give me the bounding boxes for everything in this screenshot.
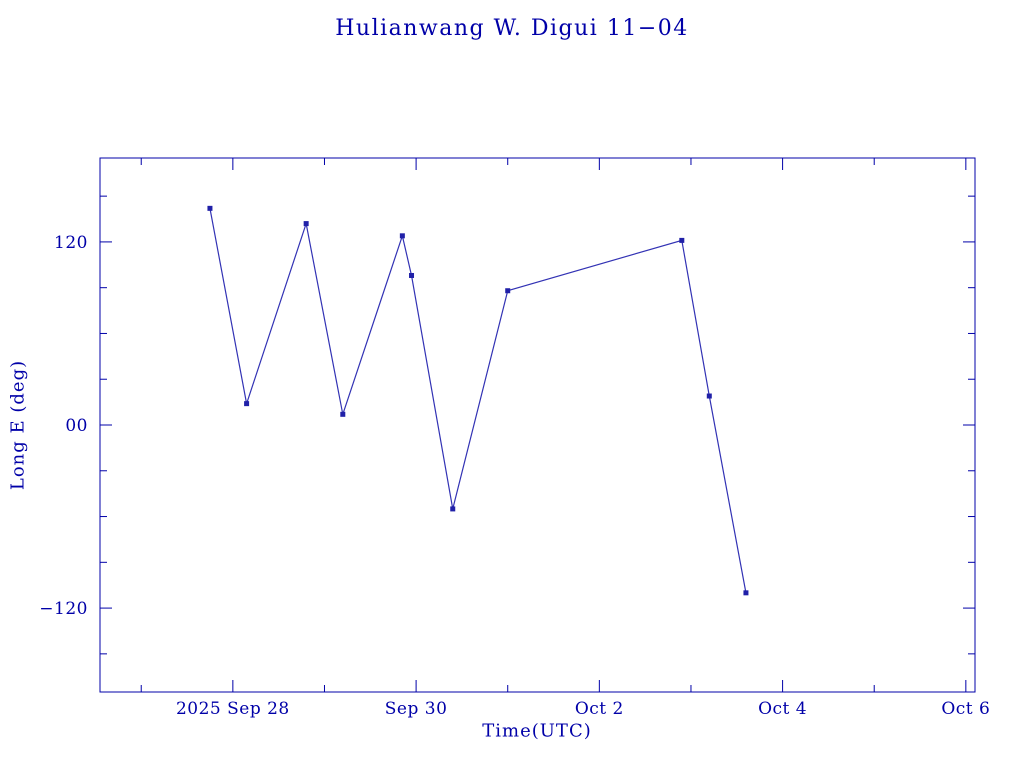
x-tick-label: Oct 2	[575, 699, 624, 719]
data-point	[399, 233, 405, 239]
data-point	[450, 506, 456, 512]
x-tick-label: 2025 Sep 28	[176, 699, 290, 719]
chart-title: Hulianwang W. Digui 11−04	[335, 16, 689, 41]
data-point	[244, 401, 250, 407]
data-point	[207, 205, 213, 211]
y-tick-label: 00	[65, 416, 88, 436]
x-tick-label: Sep 30	[385, 699, 448, 719]
data-point	[409, 272, 415, 278]
data-point	[743, 590, 749, 596]
data-point	[706, 393, 712, 399]
y-tick-label: 120	[54, 233, 88, 253]
x-axis-label: Time(UTC)	[482, 720, 592, 742]
y-tick-label: −120	[39, 599, 88, 619]
data-point	[505, 288, 511, 294]
x-tick-label: Oct 4	[758, 699, 807, 719]
data-line	[209, 208, 747, 593]
data-point	[340, 411, 346, 417]
x-tick-label: Oct 6	[941, 699, 990, 719]
data-point	[679, 237, 685, 243]
data-point	[303, 221, 309, 227]
plot-border	[99, 157, 976, 693]
